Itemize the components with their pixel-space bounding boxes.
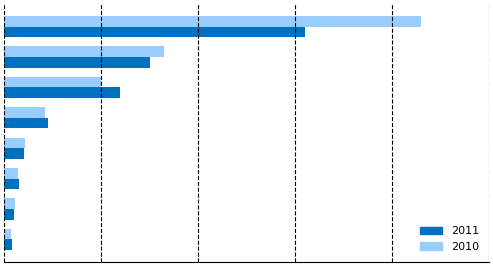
Bar: [4, 16, 421, 27]
Bar: [4, 229, 11, 239]
Bar: [4, 118, 48, 128]
Bar: [4, 138, 26, 148]
Legend: 2011, 2010: 2011, 2010: [415, 222, 483, 256]
Bar: [4, 57, 149, 68]
Bar: [4, 27, 305, 37]
Bar: [4, 107, 45, 118]
Bar: [4, 239, 12, 250]
Bar: [4, 198, 15, 209]
Bar: [4, 168, 18, 179]
Bar: [4, 209, 14, 220]
Bar: [4, 148, 24, 159]
Bar: [4, 179, 19, 189]
Bar: [4, 87, 120, 98]
Bar: [4, 77, 101, 87]
Bar: [4, 46, 164, 57]
